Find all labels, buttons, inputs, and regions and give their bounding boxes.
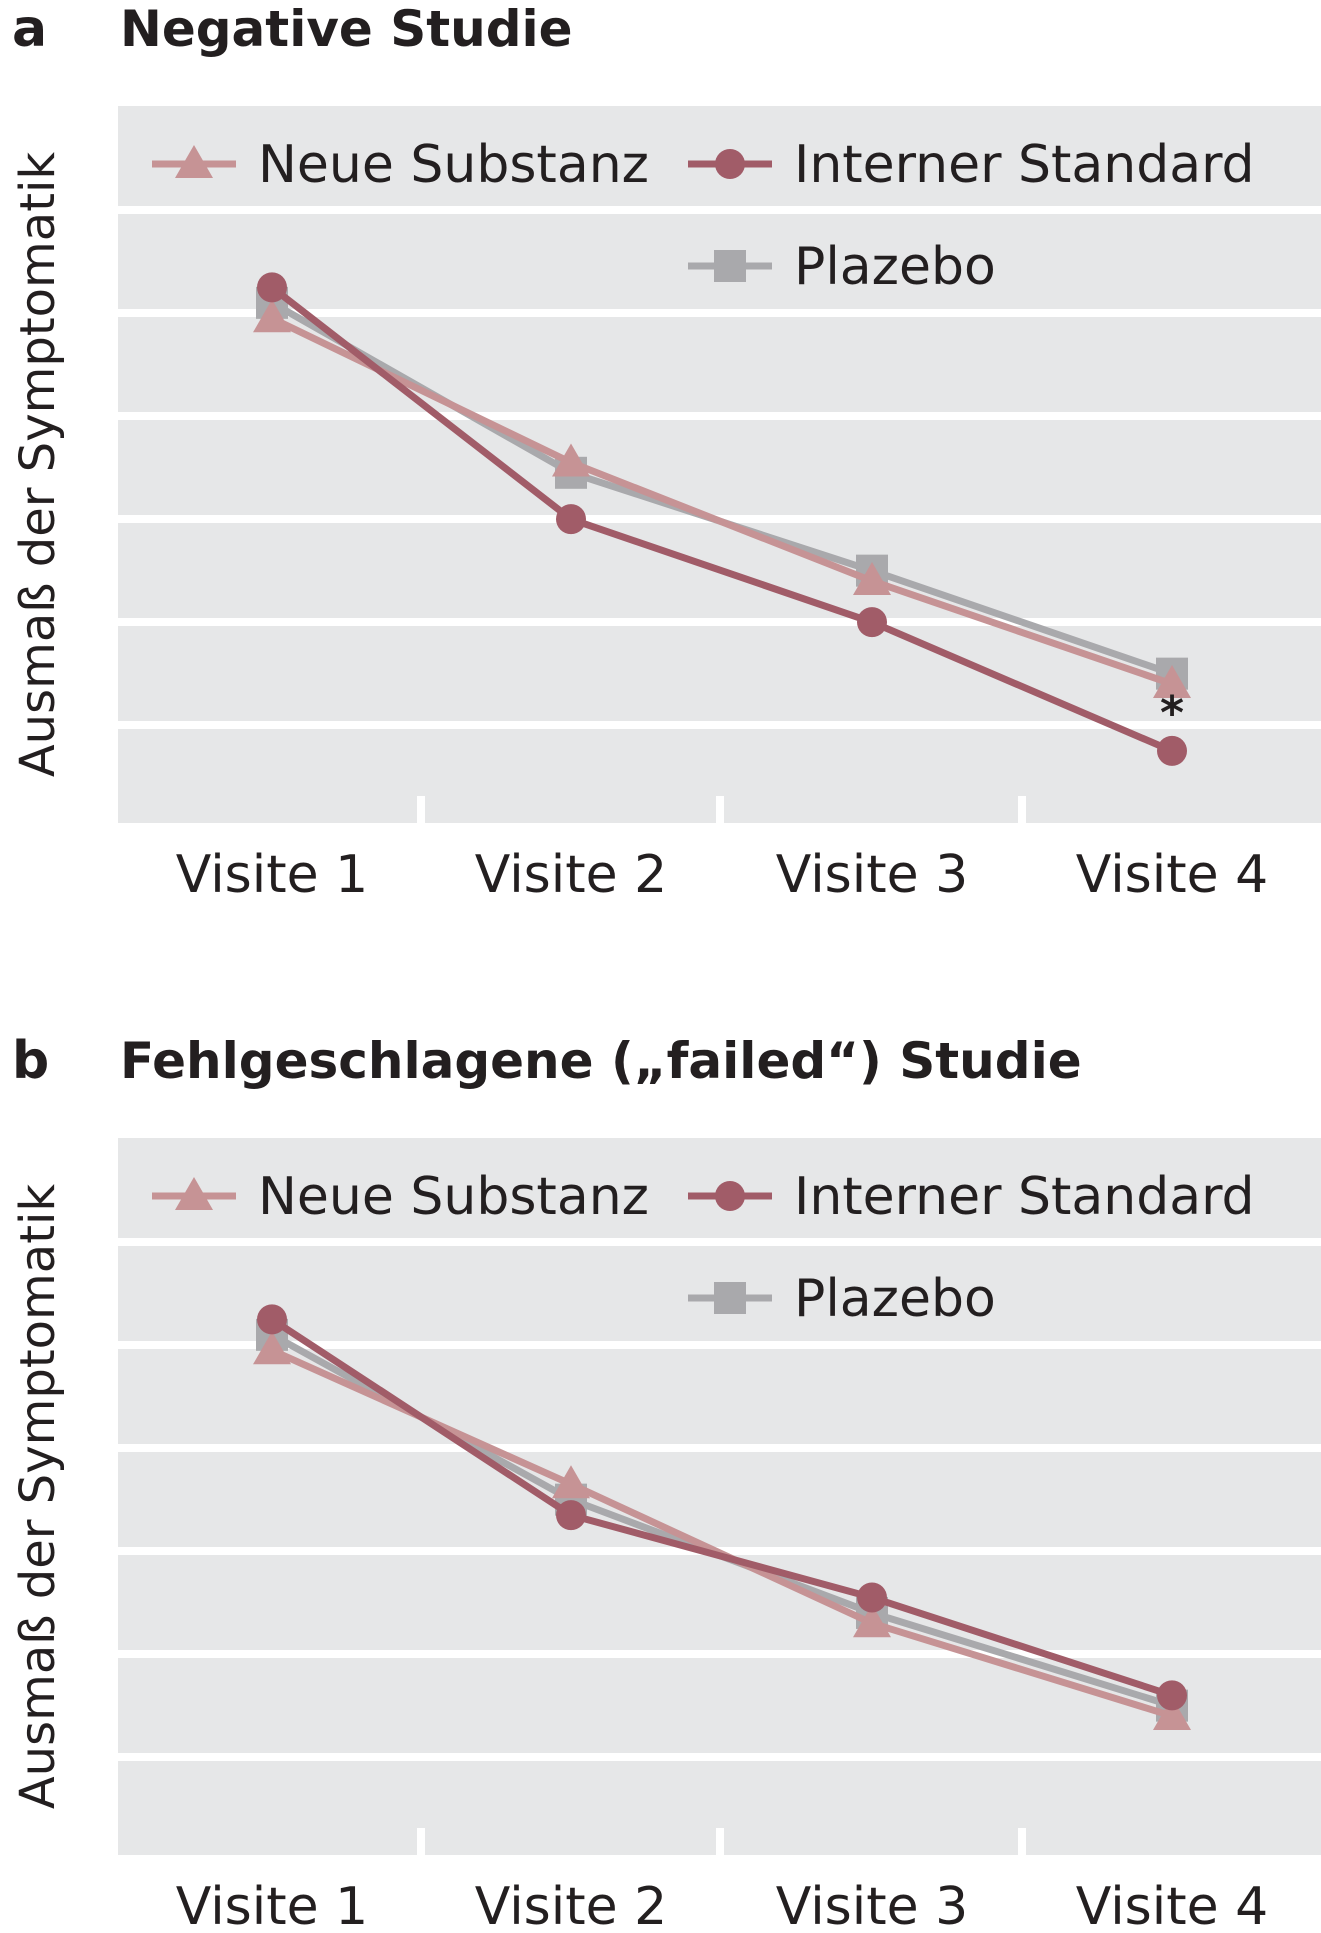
legend-label-b-interner-standard: Interner Standard <box>794 1167 1255 1227</box>
legend-label-a-interner-standard: Interner Standard <box>794 135 1255 195</box>
gridline-a-6 <box>118 206 1321 214</box>
data-point-a-neue-substanz-2 <box>552 443 590 477</box>
legend-marker-b-neue-substanz <box>175 1177 213 1210</box>
x-tick-label-a-4: Visite 4 <box>1076 845 1268 905</box>
gridline-a-5 <box>118 309 1321 317</box>
x-tick-label-b-3: Visite 3 <box>776 1877 968 1929</box>
data-point-b-interner-standard-1 <box>257 1304 287 1335</box>
data-point-b-neue-substanz-4 <box>1153 1696 1191 1730</box>
x-tick-label-b-1: Visite 1 <box>176 1877 368 1929</box>
data-point-a-neue-substanz-4 <box>1153 664 1191 698</box>
chart-panel-a: a Negative Studie Ausmaß der Symptomatik Vi… <box>0 0 1321 960</box>
legend-marker-b-plazebo <box>714 1282 746 1314</box>
legend-label-b-neue-substanz: Neue Substanz <box>258 1167 649 1227</box>
y-axis-label-b: Ausmaß der Symptomatik <box>10 1184 66 1810</box>
series-line-b-interner-standard <box>270 1316 1174 1699</box>
series-line-a-interner-standard <box>269 284 1174 755</box>
x-tick-mark-b-2 <box>716 1828 724 1858</box>
x-tick-label-a-1: Visite 1 <box>176 845 368 905</box>
series-line-a-neue-substanz <box>270 315 1174 688</box>
legend-marker-a-neue-substanz <box>175 145 213 178</box>
legend-marker-a-interner-standard <box>715 149 745 179</box>
annotation-a-1: * <box>1160 686 1184 740</box>
data-point-a-neue-substanz-1 <box>253 299 291 333</box>
x-tick-label-b-2: Visite 2 <box>475 1877 667 1929</box>
chart-b-svg: b Fehlgeschlagene („failed“) Studie Ausmaß… <box>10 1031 1321 1933</box>
plot-area-a <box>118 106 1321 823</box>
data-point-a-interner-standard-4 <box>1157 735 1187 766</box>
data-point-a-neue-substanz-3 <box>853 561 891 595</box>
data-point-b-interner-standard-3 <box>857 1582 887 1613</box>
panel-letter-a: a <box>12 0 47 59</box>
data-point-b-interner-standard-2 <box>556 1500 586 1531</box>
chart-title-a: Negative Studie <box>120 0 573 58</box>
legend-marker-b-interner-standard <box>715 1181 745 1211</box>
x-tick-mark-a-2 <box>716 796 724 826</box>
data-point-b-interner-standard-4 <box>1157 1680 1187 1711</box>
legend-marker-a-plazebo <box>714 250 746 282</box>
x-tick-mark-a-1 <box>417 796 425 826</box>
x-tick-label-a-3: Visite 3 <box>776 845 968 905</box>
gridline-b-2 <box>118 1650 1321 1658</box>
x-tick-mark-b-1 <box>417 1828 425 1858</box>
x-tick-mark-b-3 <box>1018 1828 1026 1858</box>
gridline-a-2 <box>118 618 1321 626</box>
gridline-b-1 <box>118 1753 1321 1761</box>
data-point-b-neue-substanz-3 <box>853 1604 891 1638</box>
gridline-b-5 <box>118 1341 1321 1349</box>
plot-area-b <box>118 1138 1321 1855</box>
gridline-a-4 <box>118 412 1321 420</box>
legend-label-a-neue-substanz: Neue Substanz <box>258 135 649 195</box>
legend-label-b-plazebo: Plazebo <box>794 1269 996 1329</box>
data-point-a-interner-standard-1 <box>257 272 287 303</box>
chart-a-svg: a Negative Studie Ausmaß der Symptomatik Vi… <box>10 0 1321 905</box>
gridline-b-6 <box>118 1238 1321 1246</box>
y-axis-label-a: Ausmaß der Symptomatik <box>10 152 66 778</box>
x-tick-label-a-2: Visite 2 <box>475 845 667 905</box>
gridline-a-1 <box>118 721 1321 729</box>
x-tick-mark-a-3 <box>1018 796 1026 826</box>
legend-label-a-plazebo: Plazebo <box>794 237 996 297</box>
chart-title-b: Fehlgeschlagene („failed“) Studie <box>120 1032 1082 1090</box>
data-point-a-interner-standard-2 <box>556 504 586 535</box>
data-point-a-interner-standard-3 <box>857 607 887 638</box>
data-point-b-neue-substanz-1 <box>253 1331 291 1365</box>
gridline-b-4 <box>118 1444 1321 1452</box>
panel-letter-b: b <box>12 1032 49 1091</box>
chart-panel-b: b Fehlgeschlagene („failed“) Studie Ausmaß… <box>0 1031 1321 1933</box>
x-tick-label-b-4: Visite 4 <box>1076 1877 1268 1929</box>
data-point-b-neue-substanz-2 <box>552 1465 590 1499</box>
